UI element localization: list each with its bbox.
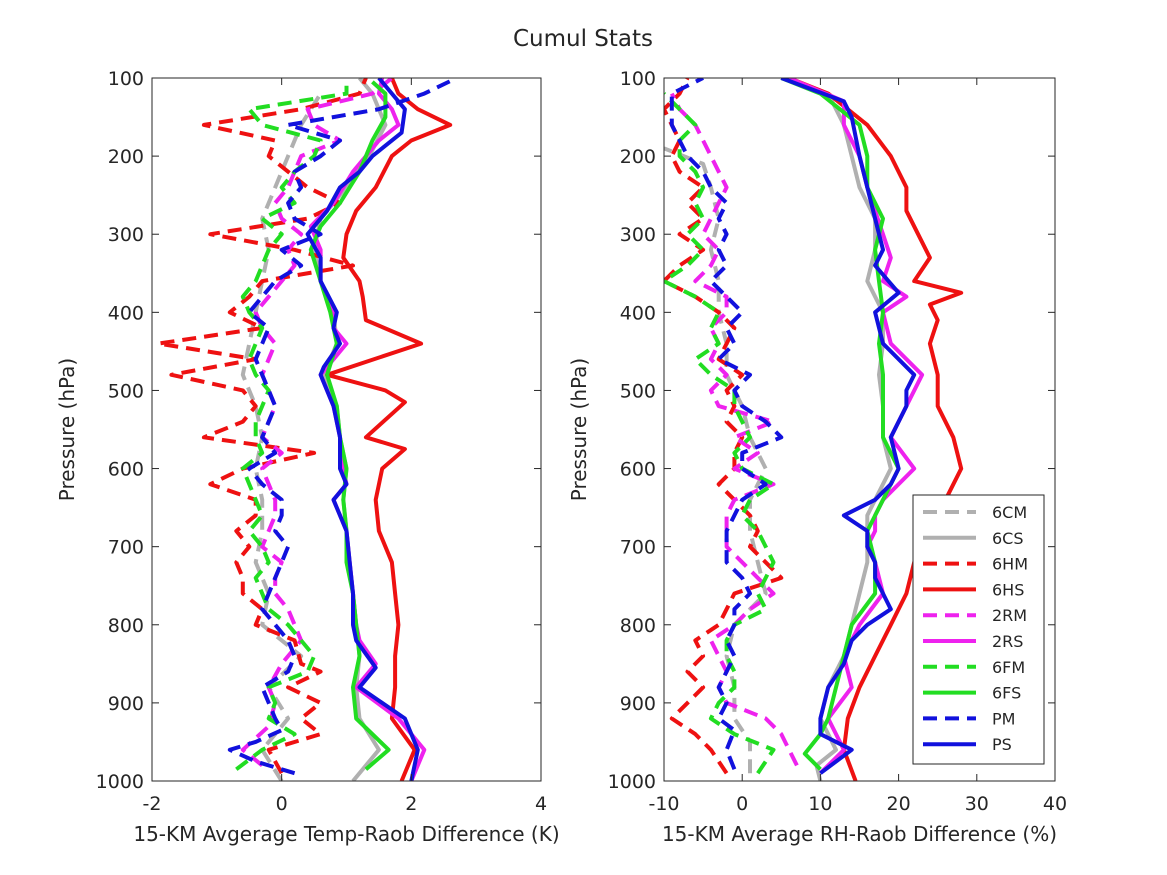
rh-series-lines <box>664 78 964 781</box>
figure-title: Cumul Stats <box>513 26 653 52</box>
rh-y-tick-label: 600 <box>620 459 656 481</box>
temp-y-tick-label: 1000 <box>96 771 144 793</box>
rh-y-axis-label: Pressure (hPa) <box>567 358 591 501</box>
rh-difference-panel: -10 0 10 20 30 40 100 200 300 400 500 600 700 800 900 1… <box>567 68 1067 846</box>
rh-x-axis-label: 15-KM Average RH-Raob Difference (%) <box>662 822 1057 846</box>
rh-series-6hm <box>664 78 784 775</box>
legend-label-6cs: 6CS <box>992 529 1024 548</box>
rh-y-tick-label: 400 <box>620 302 656 324</box>
temp-y-tick-label: 200 <box>108 146 144 168</box>
rh-series-2rm <box>670 92 799 767</box>
rh-x-tick-label: 0 <box>736 793 748 815</box>
temp-y-axis-label: Pressure (hPa) <box>55 358 79 501</box>
rh-x-tick-label: 10 <box>808 793 832 815</box>
rh-axes-box <box>663 77 1056 782</box>
legend-label-6cm: 6CM <box>992 503 1027 522</box>
legend-label-6fs: 6FS <box>992 684 1021 703</box>
temp-axis-ticks: -2 0 2 4 100 200 300 400 500 600 700 800 900 1000 <box>96 68 547 815</box>
rh-y-tick-label: 300 <box>620 224 656 246</box>
temp-y-tick-label: 700 <box>108 537 144 559</box>
rh-y-tick-label: 700 <box>620 537 656 559</box>
legend-label-6hm: 6HM <box>992 555 1028 574</box>
legend-label-2rm: 2RM <box>992 606 1027 625</box>
rh-series-ps <box>780 78 917 775</box>
legend-label-2rs: 2RS <box>992 632 1023 651</box>
rh-y-tick-label: 500 <box>620 380 656 402</box>
rh-series-pm <box>669 78 784 771</box>
temp-x-tick-label: 0 <box>276 793 288 815</box>
legend-label-ps: PS <box>992 735 1012 754</box>
temp-y-tick-label: 600 <box>108 459 144 481</box>
temp-x-tick-label: -2 <box>143 793 162 815</box>
rh-y-tick-label: 100 <box>620 68 656 90</box>
temp-axes-box <box>151 77 542 782</box>
rh-y-tick-label: 900 <box>620 693 656 715</box>
rh-x-tick-label: -10 <box>648 793 679 815</box>
rh-x-tick-label: 40 <box>1043 793 1067 815</box>
legend: 6CM 6CS 6HM 6HS 2RM 2RS 6FM 6FS PM PS <box>912 494 1045 765</box>
legend-label-pm: PM <box>992 709 1015 728</box>
temp-series-ps <box>305 78 420 781</box>
rh-series-6fm <box>664 92 776 775</box>
temp-x-tick-label: 4 <box>535 793 547 815</box>
temp-series-pm <box>227 78 458 776</box>
legend-label-6hs: 6HS <box>992 580 1024 599</box>
rh-axis-ticks: -10 0 10 20 30 40 100 200 300 400 500 600 700 800 900 1… <box>608 68 1067 815</box>
temp-y-tick-label: 800 <box>108 615 144 637</box>
rh-x-tick-label: 20 <box>887 793 911 815</box>
temp-y-tick-label: 500 <box>108 380 144 402</box>
temp-series-lines <box>156 78 458 781</box>
temp-y-tick-label: 100 <box>108 68 144 90</box>
temp-y-tick-label: 300 <box>108 224 144 246</box>
rh-x-tick-label: 30 <box>965 793 989 815</box>
legend-box <box>912 494 1045 765</box>
rh-y-tick-label: 800 <box>620 615 656 637</box>
temp-series-6fm <box>235 85 349 771</box>
rh-y-tick-label: 1000 <box>608 771 656 793</box>
temp-difference-panel: -2 0 2 4 100 200 300 400 500 600 700 800 900 1000 15-… <box>55 68 560 846</box>
rh-y-tick-label: 200 <box>620 146 656 168</box>
temp-y-tick-label: 900 <box>108 693 144 715</box>
temp-series-6hs <box>325 78 453 781</box>
temp-series-6hm <box>156 78 368 775</box>
temp-x-axis-label: 15-KM Avgerage Temp-Raob Difference (K) <box>133 822 559 846</box>
temp-y-tick-label: 400 <box>108 302 144 324</box>
rh-series-6cm <box>664 146 768 774</box>
rh-series-6hs <box>788 78 964 781</box>
temp-x-tick-label: 2 <box>405 793 417 815</box>
legend-label-6fm: 6FM <box>992 658 1025 677</box>
